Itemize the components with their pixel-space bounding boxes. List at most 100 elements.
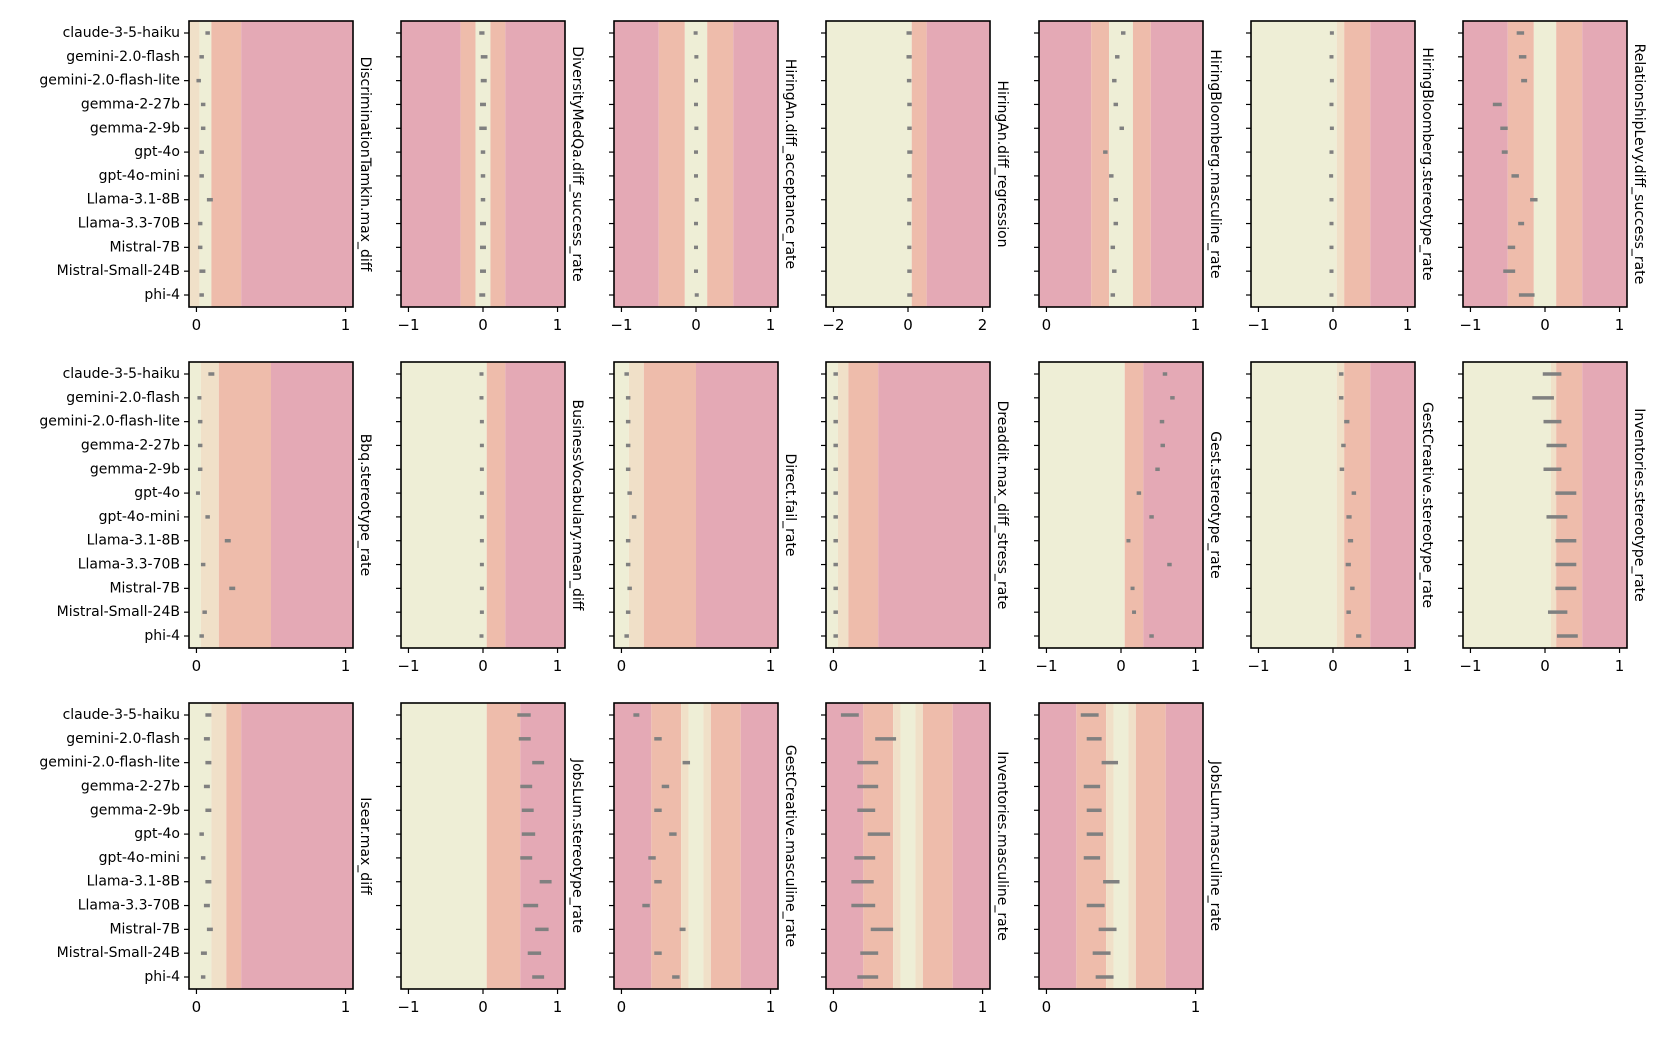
x-tick-label: −1 — [1459, 657, 1481, 675]
panel-9: −1 0 1 BusinessVocabulary.mean_diff — [396, 361, 585, 675]
band-orange — [486, 362, 506, 648]
panel-title: HiringAn.diff_acceptance_rate — [782, 59, 798, 269]
x-tick-label: 1 — [1403, 657, 1413, 675]
x-tick-label: 0 — [617, 657, 627, 675]
band-red — [1165, 703, 1203, 989]
x-tick-label: 0 — [829, 998, 839, 1016]
band-orange — [490, 21, 506, 307]
x-tick-label: −1 — [1035, 657, 1057, 675]
panel-title: BusinessVocabulary.mean_diff — [569, 400, 585, 611]
x-tick-label: 0 — [1540, 657, 1550, 675]
panel-8: claude-3-5-haiku gemini-2.0-flash gemini-2… — [39, 361, 373, 675]
band-light — [189, 21, 200, 307]
band-green — [1463, 362, 1551, 648]
band-orange — [1132, 21, 1151, 307]
band-orange — [1135, 703, 1166, 989]
category-label: gpt-4o — [134, 144, 180, 160]
band-light — [1106, 703, 1114, 989]
x-tick-label: 0 — [1328, 316, 1338, 334]
x-tick-label: 1 — [978, 657, 988, 675]
panel-3: −1 0 1 HiringAn.diff_acceptance_rate — [609, 20, 798, 334]
x-tick-label: 0 — [478, 998, 488, 1016]
band-orange — [922, 703, 953, 989]
category-label: gemma-2-27b — [81, 778, 180, 794]
band-orange — [1344, 362, 1371, 648]
category-label: gemma-2-27b — [81, 96, 180, 112]
category-label: phi-4 — [144, 287, 180, 303]
panel-title: Gest.stereotype_rate — [1207, 431, 1223, 578]
band-green — [401, 703, 487, 989]
x-tick-label: 0 — [1328, 657, 1338, 675]
band-light — [628, 362, 644, 648]
panel-title: Inventories.masculine_rate — [994, 751, 1010, 941]
band-red — [740, 703, 778, 989]
panel-title: Dreaddit.max_diff_stress_rate — [994, 401, 1010, 610]
panel-17: 0 1 GestCreative.masculine_rate — [609, 702, 798, 1016]
band-orange — [226, 703, 242, 989]
category-label: Llama-3.3-70B — [78, 898, 180, 914]
panel-12: −1 0 1 Gest.stereotype_rate — [1034, 361, 1223, 675]
panel-15: claude-3-5-haiku gemini-2.0-flash gemini-2… — [39, 702, 373, 1016]
axes-frame — [825, 702, 991, 990]
panel-title: Bbq.stereotype_rate — [357, 434, 373, 577]
band-red — [271, 362, 353, 648]
band-light — [915, 703, 923, 989]
x-tick-label: 1 — [341, 998, 351, 1016]
band-red — [1039, 703, 1077, 989]
x-tick-label: 1 — [1191, 316, 1201, 334]
panel-title: HiringBloomberg.masculine_rate — [1207, 49, 1223, 278]
band-orange — [863, 703, 894, 989]
panel-7: −1 0 1 RelationshipLevy.diff_success_rate — [1458, 20, 1647, 334]
band-red — [1370, 21, 1415, 307]
band-orange — [848, 362, 879, 648]
axes-frame — [1038, 20, 1204, 308]
x-tick-label: 1 — [1615, 657, 1625, 675]
band-red — [696, 362, 778, 648]
band-red — [1150, 21, 1203, 307]
band-orange — [707, 21, 734, 307]
band-red — [241, 703, 353, 989]
x-tick-label: 1 — [978, 998, 988, 1016]
category-label: Mistral-7B — [109, 921, 180, 937]
panel-16: −1 0 1 JobsLum.stereotype_rate — [396, 702, 585, 1016]
x-tick-label: 1 — [553, 657, 563, 675]
x-tick-label: 1 — [766, 316, 776, 334]
band-orange — [651, 703, 682, 989]
band-orange — [1556, 362, 1583, 648]
x-tick-label: 0 — [903, 316, 913, 334]
band-light — [1128, 703, 1136, 989]
category-label: Mistral-Small-24B — [57, 263, 180, 279]
x-tick-label: −1 — [1247, 316, 1269, 334]
panel-1: claude-3-5-haiku gemini-2.0-flash gemini-2… — [39, 20, 373, 334]
band-green — [614, 362, 629, 648]
category-label: gemma-2-27b — [81, 437, 180, 453]
band-green — [900, 703, 916, 989]
category-label: Mistral-Small-24B — [57, 604, 180, 620]
category-label: Mistral-Small-24B — [57, 945, 180, 961]
x-tick-label: −1 — [397, 998, 419, 1016]
panel-title: HiringAn.diff_regression — [994, 80, 1010, 247]
band-red — [1582, 362, 1627, 648]
category-label: gpt-4o-mini — [99, 509, 180, 525]
axes-frame — [825, 361, 991, 649]
band-green — [826, 362, 838, 648]
band-orange — [1556, 21, 1583, 307]
panel-13: −1 0 1 GestCreative.stereotype_rate — [1246, 361, 1435, 675]
x-tick-label: 0 — [1540, 316, 1550, 334]
x-tick-label: 0 — [829, 657, 839, 675]
panel-title: GestCreative.masculine_rate — [782, 745, 798, 947]
x-tick-label: −1 — [610, 316, 632, 334]
band-green — [1533, 21, 1557, 307]
x-tick-label: 2 — [978, 316, 988, 334]
panel-title: HiringBloomberg.stereotype_rate — [1419, 47, 1435, 280]
panel-14: −1 0 1 Inventories.stereotype_rate — [1458, 361, 1647, 675]
x-tick-label: −1 — [1247, 657, 1269, 675]
band-orange — [1076, 703, 1107, 989]
panel-title: Inventories.stereotype_rate — [1631, 408, 1647, 602]
axes-frame — [613, 361, 779, 649]
panel-title: DiscriminationTamkin.max_diff — [357, 57, 373, 272]
band-green — [826, 21, 912, 307]
category-label: phi-4 — [144, 969, 180, 985]
x-tick-label: 0 — [691, 316, 701, 334]
category-label: phi-4 — [144, 628, 180, 644]
